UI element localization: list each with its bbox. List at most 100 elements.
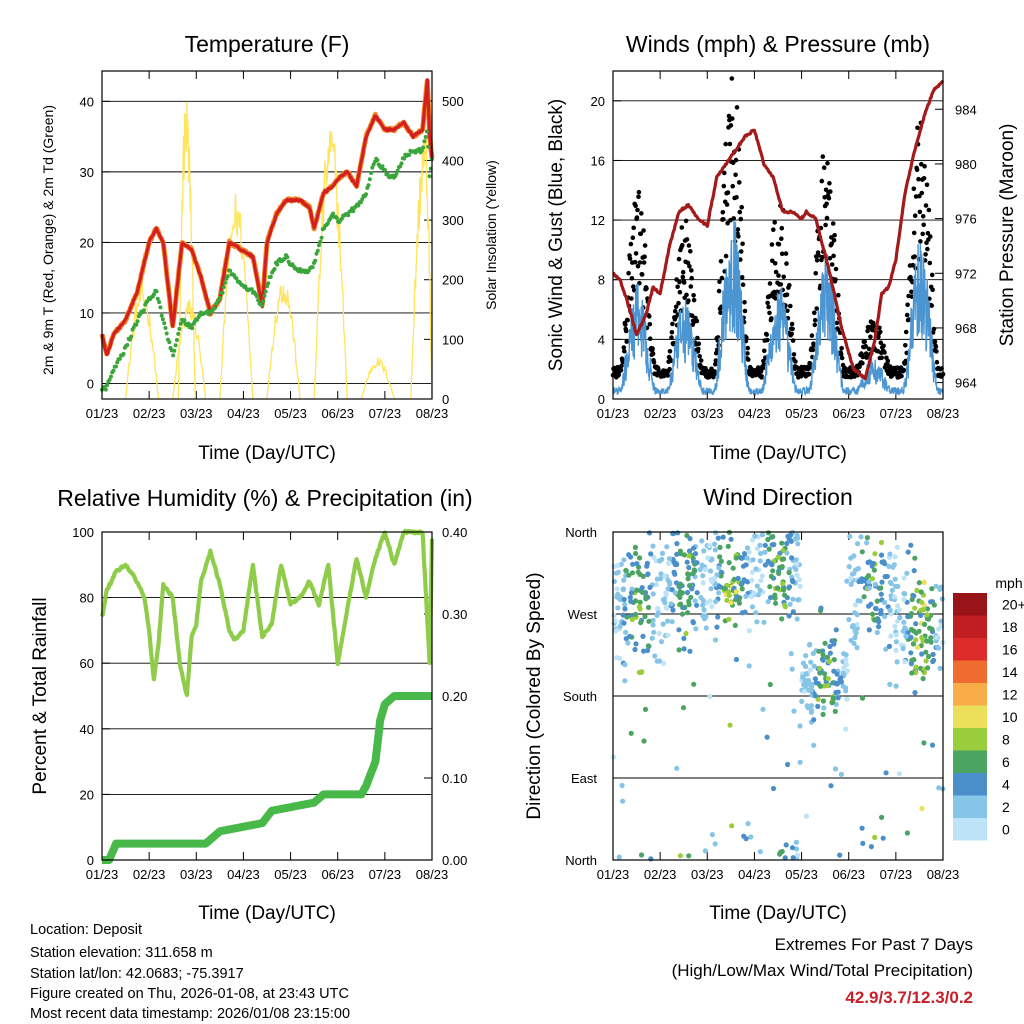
wind-direction-point: [644, 563, 650, 569]
wind-direction-point: [752, 533, 758, 539]
wind-direction-point: [904, 830, 911, 836]
wind-direction-point: [753, 566, 759, 572]
wind-gust-point: [930, 287, 935, 293]
wind-direction-point: [745, 821, 751, 827]
wind-direction-point: [746, 663, 752, 669]
wind-direction-point: [757, 587, 763, 593]
wind-gust-point: [675, 284, 680, 290]
dewpoint-point: [108, 374, 113, 379]
dewpoint-point: [155, 296, 160, 301]
wind-direction-point: [757, 542, 763, 548]
wind-gust-point: [823, 222, 828, 228]
wind-gust-point: [827, 255, 833, 261]
wind-direction-point: [709, 578, 715, 585]
wind-gust-point: [727, 141, 733, 147]
colorbar-label: 12: [1002, 686, 1018, 702]
humidity-xlabel: Time (Day/UTC): [198, 903, 336, 924]
wind-direction-point: [770, 534, 776, 540]
wind-direction-point: [657, 558, 663, 564]
wind-gust-point: [839, 355, 845, 361]
x-tick-label: 01/23: [86, 867, 119, 882]
wind-direction-point: [623, 567, 629, 574]
wind-gust-point: [742, 300, 747, 305]
solar-insolation-line: [172, 299, 207, 400]
x-tick-label: 02/23: [133, 406, 166, 421]
wind-direction-point: [876, 619, 882, 625]
wind-gust-point: [911, 186, 917, 191]
wind-direction-point: [685, 571, 691, 577]
wind-direction-point: [773, 600, 779, 606]
wind-gust-point: [835, 327, 841, 332]
wind-gust-point: [733, 172, 738, 178]
wind-direction-point: [878, 591, 884, 597]
dewpoint-point: [315, 248, 320, 253]
wind-direction-point: [919, 634, 925, 641]
wind-direction-point: [820, 698, 827, 704]
wind-direction-point: [779, 564, 785, 570]
wind-direction-point: [929, 742, 936, 748]
wind-direction-point: [908, 661, 915, 667]
wind-gust-point: [738, 216, 744, 222]
wind-gust-point: [730, 116, 735, 121]
wind-direction-point: [614, 586, 620, 592]
wind-direction-point: [790, 596, 796, 602]
wind-direction-point: [713, 599, 719, 605]
wind-gust-point: [623, 328, 629, 334]
y-tick-label-right: 0.40: [442, 525, 467, 540]
wind-direction-point: [694, 590, 700, 596]
wind-direction-point: [808, 687, 814, 693]
wind-direction-point: [896, 771, 903, 777]
y-tick-label-left: 20: [80, 787, 94, 802]
humidity-tick-labels: 01/23 02/23 03/23 04/23 05/23 06/23 07/23 08/23…: [72, 525, 467, 882]
wind-direction-point: [811, 663, 817, 669]
wind-direction-point: [847, 533, 853, 539]
wind-gust-point: [740, 241, 745, 247]
y-tick-label-right: 968: [955, 321, 977, 336]
wind-gust-point: [635, 207, 640, 213]
wind-gust-point: [790, 338, 796, 343]
wind-gust-point: [633, 203, 638, 209]
solar-insolation-line: [219, 193, 254, 400]
wind-direction-point: [665, 618, 671, 624]
wind-gust-point: [834, 320, 840, 326]
wind-gust-point: [811, 343, 817, 348]
wind-direction-point: [685, 610, 691, 616]
wind-gust-point: [928, 234, 933, 239]
wind-direction-point: [708, 586, 714, 592]
wind-direction-point: [808, 659, 814, 665]
wind-direction-point: [794, 561, 800, 567]
wind-direction-point: [902, 659, 908, 665]
wind-gust-point: [885, 358, 891, 364]
wind-direction-point: [762, 562, 769, 568]
wind-gust-point: [920, 214, 926, 219]
wind-gust-point: [904, 312, 910, 318]
wind-direction-point: [770, 568, 776, 574]
wind-direction-point: [928, 639, 934, 645]
wind-direction-point: [765, 530, 772, 536]
wind-direction-point: [784, 550, 790, 556]
precipitation-line: [98, 692, 436, 864]
wind-direction-point: [681, 646, 687, 652]
wind-gust-point: [745, 345, 751, 351]
wind-direction-point: [632, 611, 639, 617]
wind-direction-point: [750, 557, 756, 563]
wind-direction-point: [732, 622, 738, 629]
wind-direction-point: [725, 543, 731, 550]
wind-direction-point: [721, 585, 728, 592]
wind-direction-point: [671, 559, 677, 565]
colorbar-swatch: [953, 638, 987, 661]
wind-direction-point: [918, 589, 924, 595]
wind-direction-point: [815, 696, 821, 702]
wind-direction-point: [879, 559, 885, 565]
wind-direction-point: [830, 695, 836, 701]
wind-direction-point: [824, 654, 831, 661]
wind-gust-point: [929, 303, 934, 308]
wind-direction-point: [759, 532, 766, 538]
wind-direction-point: [692, 598, 698, 604]
direction-tick-label: East: [571, 771, 597, 786]
wind-gust-point: [827, 181, 832, 186]
wind-direction-point: [790, 855, 796, 861]
wind-direction-point: [770, 785, 777, 792]
wind-direction-point: [730, 565, 736, 571]
wind-gust-point: [744, 335, 749, 341]
